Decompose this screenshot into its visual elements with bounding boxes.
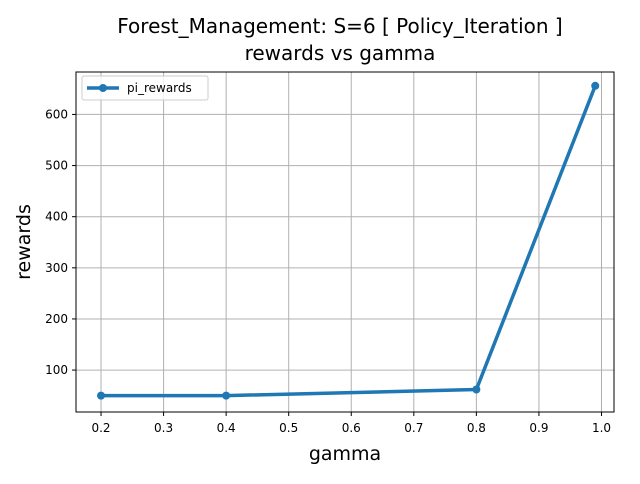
legend-label: pi_rewards (127, 81, 192, 95)
y-tick-label: 300 (45, 261, 68, 275)
x-tick-label: 0.4 (217, 421, 236, 435)
series-layer (97, 81, 600, 400)
x-axis-label: gamma (309, 443, 381, 465)
x-tick-label: 0.7 (404, 421, 423, 435)
chart-title: Forest_Management: S=6 [ Policy_Iteratio… (117, 14, 562, 38)
ticks: 0.2 0.3 0.4 0.5 0.6 0.7 0.8 0.9 1.0 100 200 300 400 5… (45, 107, 611, 435)
x-tick-label: 1.0 (592, 421, 611, 435)
x-tick-label: 0.5 (279, 421, 298, 435)
x-tick-label: 0.9 (529, 421, 548, 435)
data-point (472, 385, 481, 394)
y-tick-label: 600 (45, 107, 68, 121)
data-point (591, 81, 600, 90)
y-axis-label: rewards (13, 204, 35, 280)
series-line-pi_rewards (99, 84, 597, 398)
data-point (97, 391, 106, 400)
legend-box (81, 75, 209, 101)
data-point (222, 391, 231, 400)
x-tick-label: 0.3 (154, 421, 173, 435)
x-tick-label: 0.6 (342, 421, 361, 435)
legend-marker (99, 84, 107, 92)
axes-frame (75, 71, 615, 413)
x-tick-label: 0.8 (467, 421, 486, 435)
y-tick-label: 200 (45, 312, 68, 326)
x-tick-label: 0.2 (91, 421, 110, 435)
grid (76, 72, 614, 412)
chart-subtitle: rewards vs gamma (245, 41, 436, 65)
y-tick-label: 400 (45, 210, 68, 224)
y-tick-label: 100 (45, 363, 68, 377)
legend: pi_rewards (81, 75, 209, 101)
y-tick-label: 500 (45, 159, 68, 173)
